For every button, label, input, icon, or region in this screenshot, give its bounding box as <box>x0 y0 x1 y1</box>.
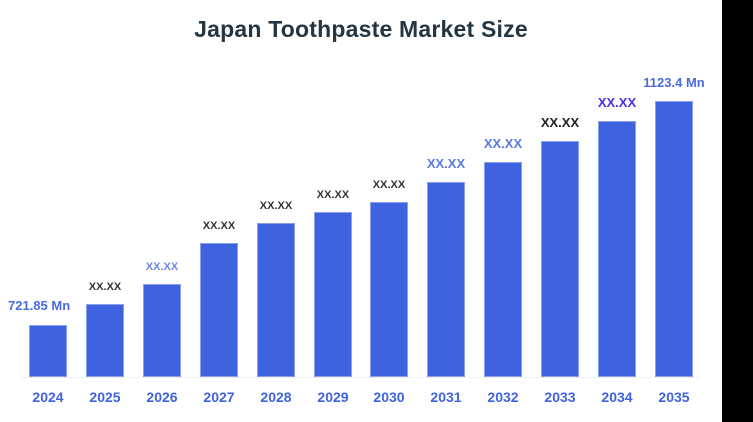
bar-2024 <box>29 325 67 377</box>
bar-2028 <box>257 223 295 377</box>
x-tick-2032: 2032 <box>487 389 519 405</box>
x-tick-2024: 2024 <box>32 389 64 405</box>
chart-title: Japan Toothpaste Market Size <box>194 16 528 42</box>
x-tick-2031: 2031 <box>430 389 462 405</box>
data-label-2029: XX.XX <box>316 189 350 201</box>
plot-area: 721.85 Mn 2024 XX.XX 2025 XX.XX 2026 XX.XX 2027… <box>8 75 705 405</box>
bar-2033 <box>541 141 579 377</box>
x-axis-line <box>20 377 700 378</box>
bar-2034 <box>598 121 636 377</box>
x-tick-2026: 2026 <box>146 389 178 405</box>
x-tick-2030: 2030 <box>373 389 405 405</box>
data-label-2034: XX.XX <box>597 95 637 110</box>
data-label-2035: 1123.4 Mn <box>643 75 705 90</box>
data-label-2030: XX.XX <box>372 179 406 191</box>
bar-2031 <box>427 182 465 377</box>
bar-2029 <box>314 212 352 377</box>
bar-2026 <box>143 284 181 377</box>
x-tick-2028: 2028 <box>260 389 292 405</box>
data-label-2025: XX.XX <box>88 281 122 293</box>
bar-2030 <box>370 202 408 377</box>
black-edge-strip <box>722 0 753 422</box>
data-label-2028: XX.XX <box>259 200 293 212</box>
x-tick-2034: 2034 <box>601 389 633 405</box>
x-tick-2027: 2027 <box>203 389 235 405</box>
bar-2025 <box>86 304 124 377</box>
data-label-2024: 721.85 Mn <box>8 298 71 313</box>
x-tick-2035: 2035 <box>658 389 690 405</box>
x-tick-2033: 2033 <box>544 389 576 405</box>
x-tick-2029: 2029 <box>317 389 349 405</box>
data-label-2033: XX.XX <box>540 115 580 130</box>
data-label-2031: XX.XX <box>426 156 466 171</box>
bar-2027 <box>200 243 238 377</box>
bar-2032 <box>484 162 522 377</box>
data-label-2032: XX.XX <box>483 136 523 151</box>
data-label-2027: XX.XX <box>202 220 236 232</box>
data-label-2026: XX.XX <box>145 261 179 273</box>
bar-2035 <box>655 101 693 377</box>
x-tick-2025: 2025 <box>89 389 121 405</box>
